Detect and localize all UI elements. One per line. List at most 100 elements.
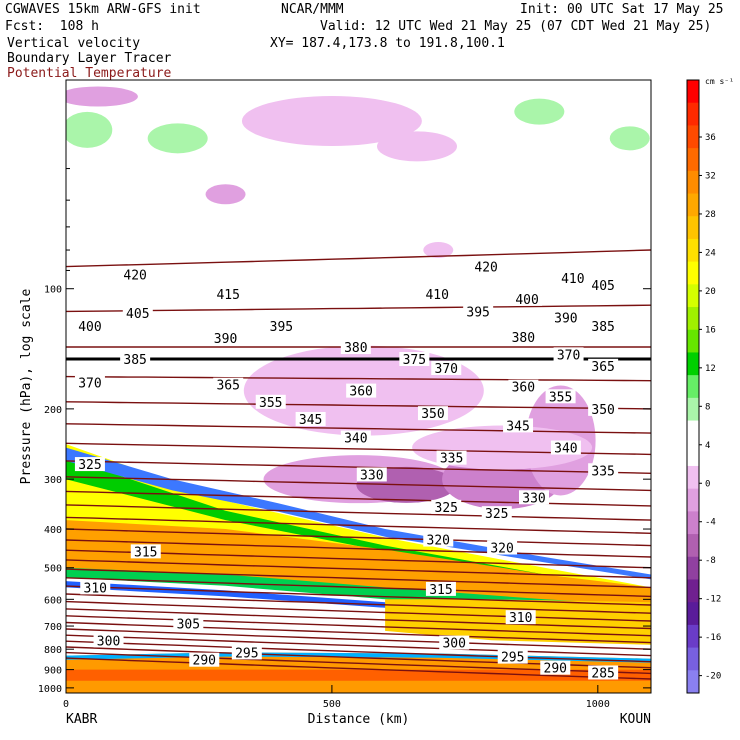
theta-label: 320 (490, 542, 513, 557)
theta-label-bg (508, 329, 539, 344)
theta-label-bg (74, 319, 105, 334)
theta-label-bg (508, 379, 539, 394)
theta-label: 330 (360, 468, 383, 483)
x-axis-label: Distance (km) (308, 712, 410, 727)
theta-label: 350 (591, 403, 614, 418)
theta-label: 385 (591, 320, 614, 335)
theta-label-bg (503, 418, 534, 433)
colorbar-swatch (687, 465, 699, 490)
theta-label-bg (545, 389, 576, 404)
theta-label-bg (417, 406, 448, 421)
theta-label-bg (471, 259, 502, 274)
theta-label-bg (588, 463, 619, 478)
y-tick-label: 600 (44, 595, 62, 606)
theta-label: 410 (425, 288, 448, 303)
theta-label: 390 (554, 311, 577, 326)
left-endpoint-label: KABR (66, 712, 97, 727)
field-boundary-layer-tracer: Boundary Layer Tracer (7, 51, 172, 66)
theta-label: 370 (78, 377, 101, 392)
colorbar-swatch (687, 238, 699, 263)
theta-label-bg (340, 430, 371, 445)
colorbar-swatch (687, 602, 699, 626)
theta-label: 345 (506, 419, 529, 434)
theta-label: 385 (123, 353, 146, 368)
theta-label: 340 (554, 442, 577, 457)
theta-label: 300 (442, 637, 465, 652)
upper-blob-4 (205, 184, 246, 205)
theta-label: 395 (270, 320, 293, 335)
theta-label: 390 (214, 332, 237, 347)
theta-label-bg (505, 610, 536, 625)
theta-label-bg (553, 347, 584, 362)
theta-label: 360 (512, 381, 535, 396)
theta-label-bg (588, 278, 619, 293)
colorbar-swatch (687, 488, 699, 512)
theta-label: 340 (344, 432, 367, 447)
model-title: CGWAVES 15km ARW-GFS init (5, 2, 201, 17)
theta-label-bg (266, 319, 297, 334)
theta-contour-line (66, 657, 651, 680)
theta-contour-line (66, 516, 651, 534)
theta-label: 350 (421, 407, 444, 422)
plot-frame (65, 79, 652, 694)
theta-label-bg (422, 286, 453, 301)
colorbar-swatch (687, 125, 699, 149)
theta-contour-line (66, 634, 651, 657)
theta-label: 300 (97, 634, 120, 649)
theta-label: 400 (515, 293, 538, 308)
colorbar-swatch (687, 670, 699, 694)
theta-label: 405 (591, 279, 614, 294)
theta-label-bg (399, 352, 430, 367)
colorbar-tick-label: 8 (705, 402, 710, 412)
theta-label-bg (519, 490, 549, 505)
colorbar-swatch (687, 307, 699, 331)
colorbar-swatch (687, 102, 699, 126)
theta-label-bg (481, 506, 512, 521)
init-time: Init: 00 UTC Sat 17 May 25 (520, 2, 724, 17)
colorbar-swatch (687, 556, 699, 580)
x-tick-label: 1000 (586, 699, 610, 710)
colorbar-tick-label: -4 (705, 518, 716, 528)
theta-label: 395 (466, 305, 489, 320)
theta-label-bg (588, 665, 619, 680)
colorbar-tick-label: 24 (705, 248, 716, 258)
theta-label-bg (497, 649, 528, 664)
theta-label-bg (120, 267, 151, 282)
colorbar-tick-label: 0 (705, 479, 710, 489)
colorbar-tick-label: 36 (705, 133, 716, 143)
theta-label: 420 (123, 268, 146, 283)
theta-contour-line (66, 593, 651, 614)
theta-label: 365 (216, 379, 239, 394)
theta-label: 400 (78, 320, 101, 335)
theta-label: 330 (522, 491, 545, 506)
theta-contour-line (66, 615, 651, 637)
colorbar-swatch (687, 216, 699, 240)
colorbar-tick-label: 4 (705, 441, 710, 451)
colorbar-swatch (687, 534, 699, 558)
upper-green-blob (66, 111, 113, 148)
theta-contour-line (66, 460, 651, 474)
theta-contour-line (66, 476, 651, 492)
theta-label-bg (189, 652, 220, 667)
theta-label: 315 (429, 583, 452, 598)
theta-label: 370 (435, 362, 458, 377)
theta-label-bg (340, 340, 371, 355)
theta-contour-line (66, 423, 651, 434)
theta-label: 310 (84, 581, 107, 596)
theta-label: 310 (509, 611, 532, 626)
theta-label-bg (173, 616, 204, 631)
theta-contour-line (66, 608, 651, 630)
colorbar-swatch (687, 261, 699, 285)
colorbar-tick-label: 16 (705, 325, 716, 335)
upper-blob (66, 86, 138, 107)
theta-label: 335 (440, 452, 463, 467)
theta-label: 405 (126, 307, 149, 322)
colorbar-swatch (687, 375, 699, 399)
y-tick-label: 900 (44, 666, 62, 677)
y-tick-label: 500 (44, 564, 62, 575)
theta-label-bg (540, 660, 571, 675)
upper-blob-3 (377, 131, 457, 162)
field-potential-temperature: Potential Temperature (7, 66, 172, 81)
theta-label: 295 (501, 651, 524, 666)
